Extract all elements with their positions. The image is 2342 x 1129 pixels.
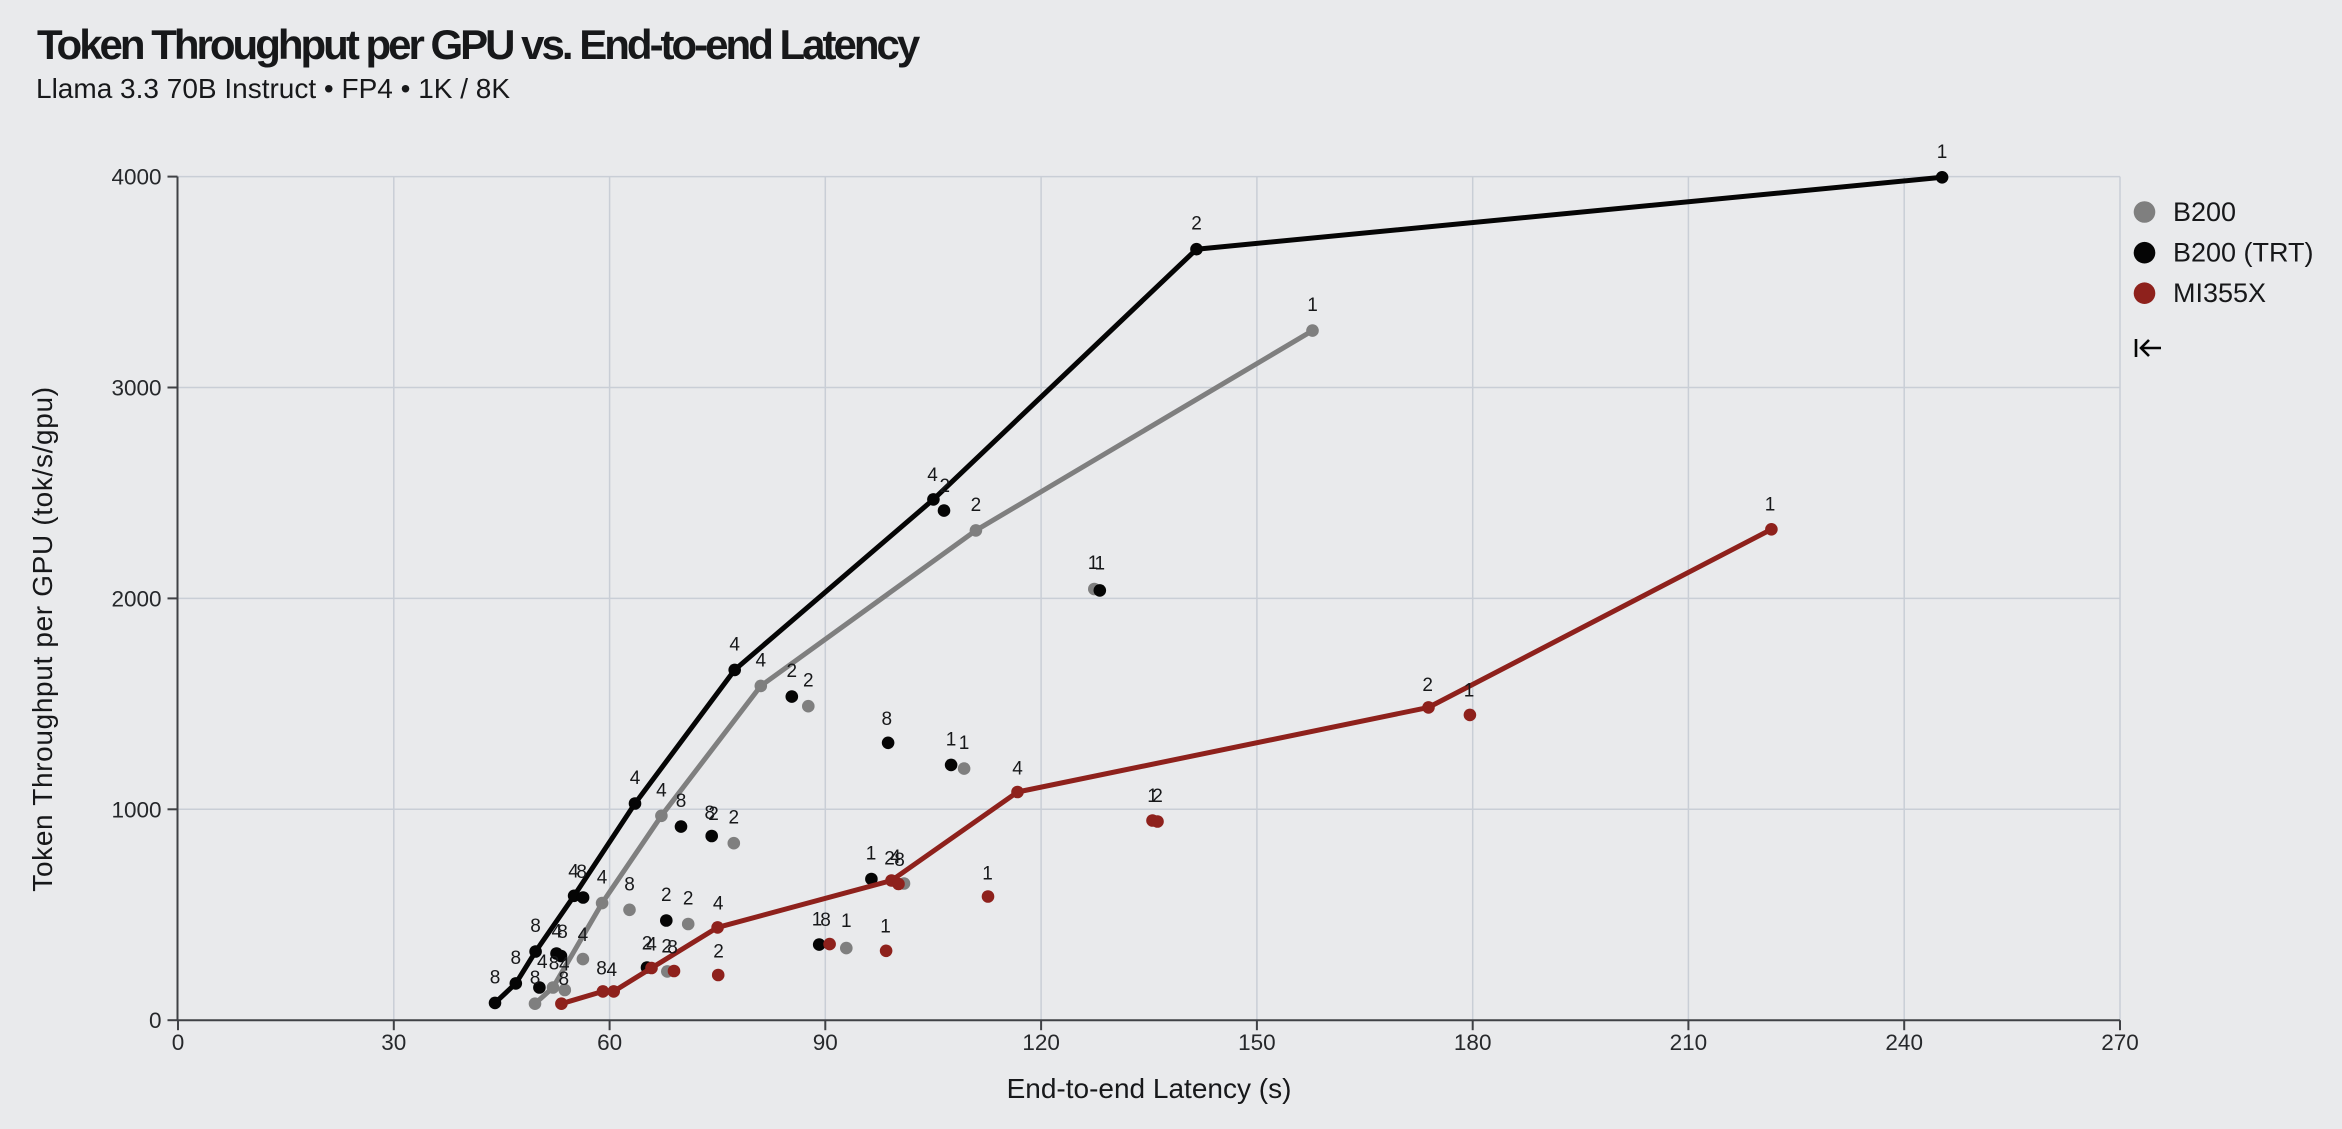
svg-text:8: 8 bbox=[549, 954, 560, 975]
svg-text:Token Throughput per GPU vs. E: Token Throughput per GPU vs. End-to-end … bbox=[37, 21, 921, 68]
svg-text:4: 4 bbox=[756, 650, 767, 671]
svg-text:2: 2 bbox=[1191, 214, 1202, 235]
svg-text:2: 2 bbox=[642, 934, 653, 955]
svg-text:2: 2 bbox=[708, 804, 719, 825]
svg-text:4: 4 bbox=[927, 465, 938, 486]
svg-text:1: 1 bbox=[1088, 553, 1099, 574]
svg-text:2: 2 bbox=[940, 476, 951, 497]
svg-text:8: 8 bbox=[511, 948, 522, 969]
svg-text:1: 1 bbox=[959, 733, 970, 754]
svg-text:2: 2 bbox=[1422, 675, 1433, 696]
svg-text:0: 0 bbox=[172, 1030, 185, 1055]
svg-text:2000: 2000 bbox=[111, 586, 161, 611]
svg-text:150: 150 bbox=[1238, 1030, 1276, 1055]
svg-text:2: 2 bbox=[803, 671, 814, 692]
svg-text:180: 180 bbox=[1454, 1030, 1492, 1055]
svg-text:2: 2 bbox=[661, 885, 672, 906]
svg-text:4: 4 bbox=[713, 893, 724, 914]
svg-text:1: 1 bbox=[880, 917, 891, 938]
svg-text:4: 4 bbox=[552, 922, 563, 943]
svg-text:4: 4 bbox=[630, 768, 641, 789]
svg-text:8: 8 bbox=[882, 709, 893, 730]
svg-text:8: 8 bbox=[820, 910, 831, 931]
svg-text:1: 1 bbox=[812, 910, 823, 931]
svg-text:8: 8 bbox=[705, 803, 716, 824]
svg-text:4: 4 bbox=[1012, 759, 1023, 780]
svg-text:2: 2 bbox=[661, 937, 672, 958]
svg-text:8: 8 bbox=[557, 922, 568, 943]
svg-text:2: 2 bbox=[713, 941, 724, 962]
svg-text:2: 2 bbox=[787, 661, 798, 682]
svg-text:120: 120 bbox=[1022, 1030, 1060, 1055]
svg-text:270: 270 bbox=[2101, 1030, 2139, 1055]
svg-text:8: 8 bbox=[576, 862, 587, 883]
svg-text:4000: 4000 bbox=[111, 165, 161, 190]
svg-text:8: 8 bbox=[490, 967, 501, 988]
svg-text:1: 1 bbox=[1095, 554, 1106, 575]
svg-text:2: 2 bbox=[971, 495, 982, 516]
svg-text:1: 1 bbox=[1937, 142, 1948, 163]
svg-text:2: 2 bbox=[729, 808, 740, 829]
svg-text:Llama 3.3 70B Instruct • FP4 •: Llama 3.3 70B Instruct • FP4 • 1K / 8K bbox=[36, 73, 510, 104]
svg-text:90: 90 bbox=[813, 1030, 838, 1055]
svg-text:8: 8 bbox=[530, 968, 541, 989]
svg-text:1: 1 bbox=[1147, 786, 1158, 807]
svg-text:0: 0 bbox=[149, 1008, 162, 1033]
svg-text:1: 1 bbox=[1464, 681, 1475, 702]
svg-text:1: 1 bbox=[946, 729, 957, 750]
svg-text:8: 8 bbox=[676, 791, 687, 812]
svg-text:8: 8 bbox=[667, 938, 678, 959]
svg-text:4: 4 bbox=[568, 862, 579, 883]
svg-text:4: 4 bbox=[656, 780, 667, 801]
svg-text:B200 (TRT): B200 (TRT) bbox=[2173, 238, 2314, 268]
svg-text:60: 60 bbox=[597, 1030, 622, 1055]
svg-text:1: 1 bbox=[841, 911, 852, 932]
svg-text:8: 8 bbox=[559, 969, 570, 990]
svg-text:MI355X: MI355X bbox=[2173, 278, 2266, 308]
svg-text:4: 4 bbox=[646, 935, 657, 956]
svg-text:8: 8 bbox=[530, 916, 541, 937]
svg-text:1: 1 bbox=[1307, 295, 1318, 316]
svg-text:1: 1 bbox=[866, 844, 877, 865]
svg-text:4: 4 bbox=[607, 960, 618, 981]
svg-text:4: 4 bbox=[729, 634, 740, 655]
svg-text:8: 8 bbox=[894, 850, 905, 871]
svg-text:1: 1 bbox=[982, 864, 993, 885]
svg-text:End-to-end Latency (s): End-to-end Latency (s) bbox=[1007, 1073, 1292, 1104]
svg-text:4: 4 bbox=[559, 955, 570, 976]
svg-text:210: 210 bbox=[1670, 1030, 1708, 1055]
svg-text:30: 30 bbox=[381, 1030, 406, 1055]
svg-text:8: 8 bbox=[596, 959, 607, 980]
svg-text:Token Throughput per GPU (tok/: Token Throughput per GPU (tok/s/gpu) bbox=[27, 386, 58, 891]
svg-text:2: 2 bbox=[1152, 786, 1163, 807]
svg-text:4: 4 bbox=[578, 925, 589, 946]
svg-text:4: 4 bbox=[537, 952, 548, 973]
svg-text:240: 240 bbox=[1885, 1030, 1923, 1055]
svg-text:2: 2 bbox=[884, 849, 895, 870]
svg-text:2: 2 bbox=[683, 889, 694, 910]
svg-text:8: 8 bbox=[624, 874, 635, 895]
svg-text:1000: 1000 bbox=[111, 797, 161, 822]
svg-text:1: 1 bbox=[1765, 495, 1776, 516]
svg-text:B200: B200 bbox=[2173, 197, 2236, 227]
svg-text:4: 4 bbox=[597, 868, 608, 889]
svg-text:3000: 3000 bbox=[111, 376, 161, 401]
svg-text:4: 4 bbox=[890, 847, 901, 868]
